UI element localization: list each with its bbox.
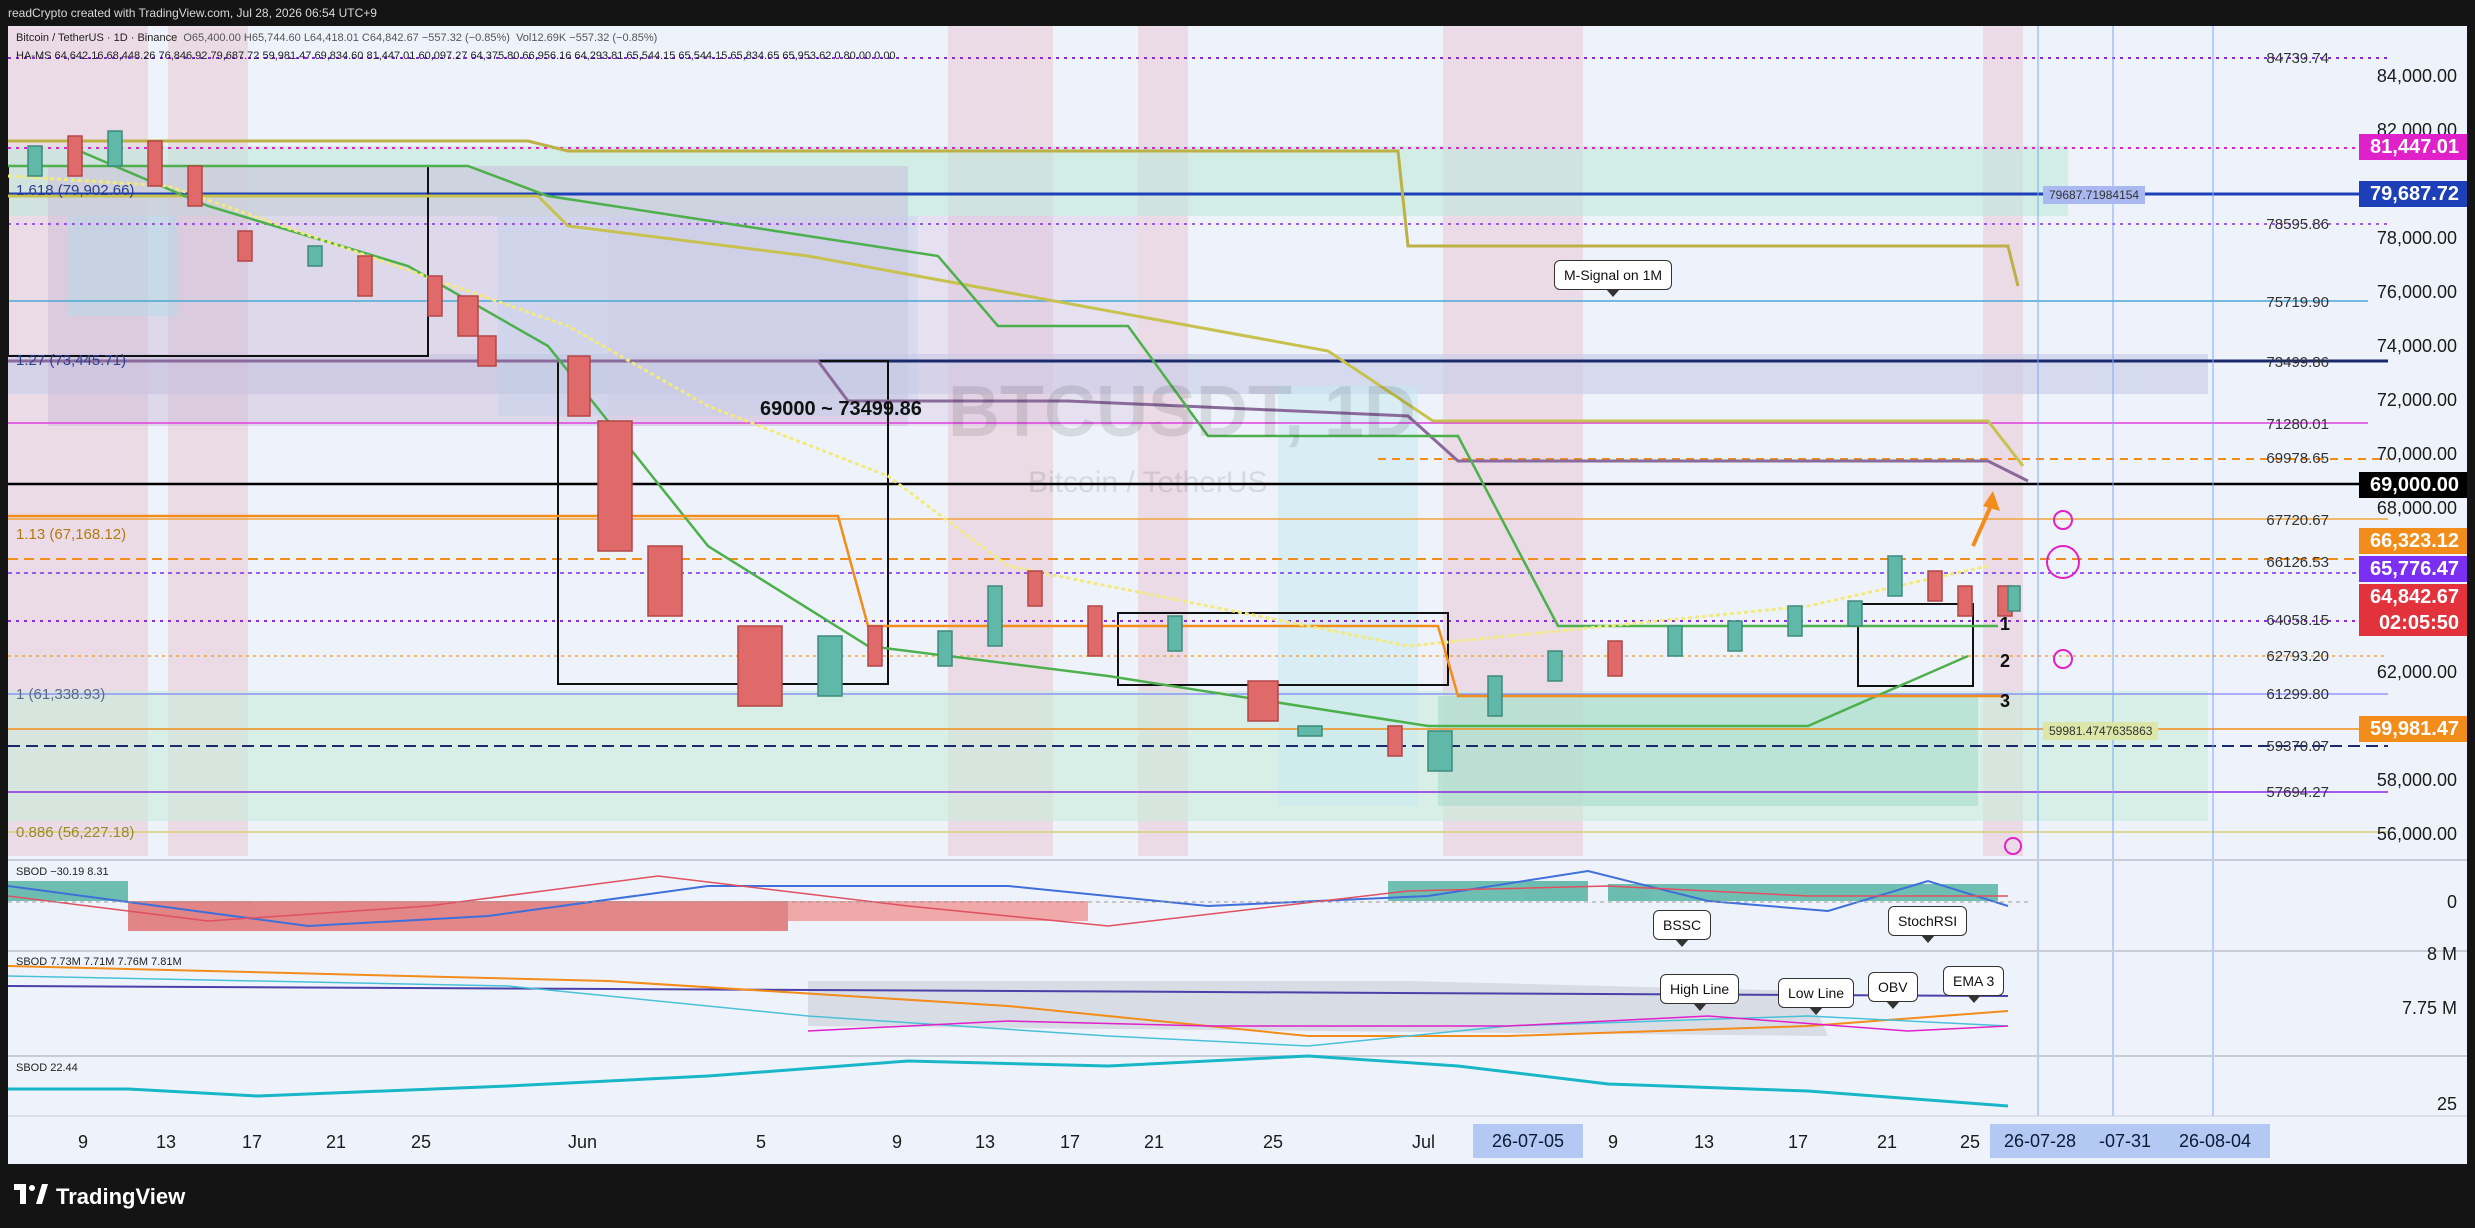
price-box: 64,842.67 [2359,584,2467,610]
level-label: 78595.86 [2266,216,2329,233]
tradingview-brand: TradingView [56,1184,186,1209]
x-highlight-date: 26-07-05 [1473,1124,1583,1158]
fib-0886-label: 0.886 (56,227.18) [16,824,135,841]
osc3-tick: 25 [2436,1094,2457,1114]
level-label: 59370.07 [2266,738,2329,755]
legend-sbod-1: SBOD −30.19 8.31 [16,866,109,878]
fib-113-label: 1.13 (67,168.12) [16,526,127,543]
price-box: 65,776.47 [2359,556,2467,582]
x-tick: 9 [78,1132,89,1152]
x-tick: 13 [1694,1132,1715,1152]
watermark-symbol: BTCUSDT, 1D [948,372,1417,452]
x-tick: Jun [568,1132,598,1152]
fib-127-label: 1.27 (73,445.71) [16,352,127,369]
y-tick: 56,000.00 [2376,824,2457,844]
x-tick: 13 [975,1132,996,1152]
wave-number-3: 3 [2000,691,2011,711]
x-tick: 25 [411,1132,432,1152]
x-tick: 21 [326,1132,347,1152]
x-highlight-date: 26-07-28 [1990,1124,2090,1158]
bssc-callout: BSSC [1653,910,1712,947]
tradingview-logo[interactable]: TradingView [14,1184,185,1210]
range-annotation: 69000 ~ 73499.86 [760,398,922,420]
footer-bar: TradingView [0,1164,2475,1228]
box-label-2: 59981.4747635863 [2043,722,2159,740]
x-tick: 21 [1877,1132,1898,1152]
x-tick: 17 [242,1132,263,1152]
y-tick: 74,000.00 [2376,336,2457,356]
osc2-tick: 7.75 M [2401,998,2457,1018]
wave-number-1: 1 [2000,614,2011,634]
x-tick: 25 [1263,1132,1284,1152]
x-highlight-date: 26-08-04 [2160,1124,2270,1158]
level-label: 62793.20 [2266,648,2329,665]
chart-svg [8,26,2467,1117]
x-tick: 9 [892,1132,903,1152]
level-label: 67720.67 [2266,512,2329,529]
x-tick: 17 [1788,1132,1809,1152]
level-label: 71280.01 [2266,416,2329,433]
level-label: 69978.65 [2266,450,2329,467]
level-label: 73499.86 [2266,354,2329,371]
fib-1-label: 1 (61,338.93) [16,686,106,703]
tradingview-logo-icon [14,1184,48,1210]
legend-sbod-3: SBOD 22.44 [16,1062,78,1074]
watermark-name: Bitcoin / TetherUS [1028,466,1268,499]
osc2-tick: 8 M [2426,944,2457,964]
chart-area[interactable]: Bitcoin / TetherUS · 1D · Binance O65,40… [8,26,2467,1164]
obv-callout: OBV [1868,972,1918,1009]
low-line-callout: Low Line [1778,978,1855,1015]
level-label: 57694.27 [2266,784,2329,801]
y-tick: 76,000.00 [2376,282,2457,302]
level-label: 61299.80 [2266,686,2329,703]
countdown-box: 02:05:50 [2359,610,2467,636]
x-tick: 9 [1608,1132,1619,1152]
top-caption: readCrypto created with TradingView.com,… [0,0,2475,26]
level-label: 64058.15 [2266,612,2329,629]
wave-number-2: 2 [2000,651,2011,671]
x-tick: 5 [756,1132,767,1152]
price-box: 79,687.72 [2359,181,2467,207]
x-highlight-date: -07-31 [2090,1124,2160,1158]
y-tick: 58,000.00 [2376,770,2457,790]
x-tick: 13 [156,1132,177,1152]
y-tick: 78,000.00 [2376,228,2457,248]
level-label: 84739.74 [2266,50,2329,67]
y-tick: 84,000.00 [2376,66,2457,86]
level-label: 66126.53 [2266,554,2329,571]
legend-ha-ms: HA-MS 64,642.16 68,448.26 76,846.92 79,6… [16,50,896,62]
ema3-callout: EMA 3 [1943,966,2005,1003]
level-label: 75719.90 [2266,294,2329,311]
x-tick: 17 [1060,1132,1081,1152]
legend-symbol: Bitcoin / TetherUS · 1D · Binance O65,40… [16,32,658,44]
price-box: 81,447.01 [2359,134,2467,160]
y-tick: 68,000.00 [2376,498,2457,518]
price-box: 59,981.47 [2359,716,2467,742]
stochrsi-callout: StochRSI [1888,906,1968,943]
osc1-tick: 0 [2446,892,2457,912]
fib-1618-label: 1.618 (79,902.66) [16,182,135,199]
x-tick: 21 [1144,1132,1165,1152]
legend-sbod-2: SBOD 7.73M 7.71M 7.76M 7.81M [16,956,182,968]
price-box: 69,000.00 [2359,472,2467,498]
y-tick: 72,000.00 [2376,390,2457,410]
x-tick: 25 [1960,1132,1981,1152]
box-label-1: 79687.71984154 [2043,186,2146,204]
price-box: 66,323.12 [2359,528,2467,554]
y-tick: 62,000.00 [2376,662,2457,682]
x-tick: Jul [1412,1132,1436,1152]
m-signal-callout: M-Signal on 1M [1554,260,1673,297]
high-line-callout: High Line [1660,974,1740,1011]
y-tick: 70,000.00 [2376,444,2457,464]
